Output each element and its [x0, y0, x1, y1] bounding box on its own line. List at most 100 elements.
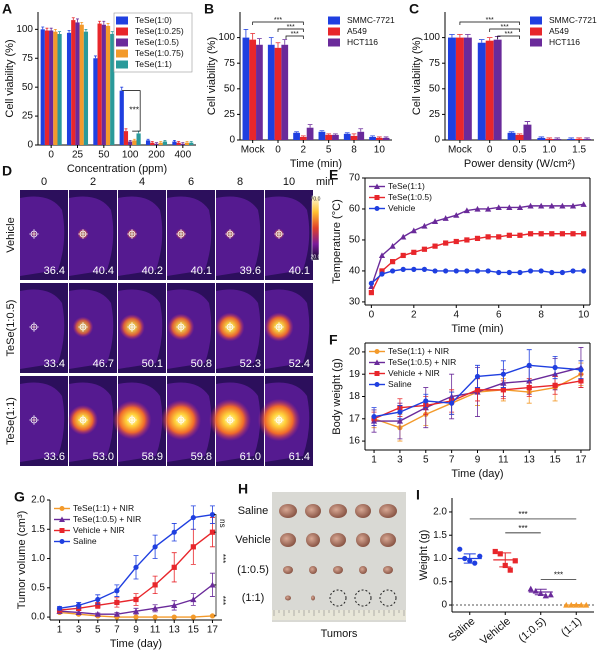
mouse	[118, 196, 163, 276]
marker	[59, 539, 65, 544]
y-tick-label: 100	[423, 32, 440, 43]
row-label: Vehicle	[5, 217, 17, 252]
temp-label: 61.0	[240, 451, 261, 463]
legend-label: Vehicle + NIR	[73, 525, 125, 535]
error-bar	[146, 138, 150, 141]
error-bar	[554, 137, 561, 139]
bracket	[252, 21, 304, 25]
marker	[374, 349, 380, 354]
y-tick-label: 40	[349, 266, 361, 277]
legend-label: A549	[347, 26, 367, 36]
y-tick-label: 0.0	[31, 612, 45, 623]
probe-cross	[176, 322, 186, 332]
marker	[374, 206, 380, 211]
bar	[154, 143, 159, 145]
x-tick-label: 100	[122, 150, 139, 161]
y-axis-label: Cell viability (%)	[206, 37, 218, 115]
y-axis-label: Tumor volume (cm³)	[16, 511, 28, 610]
error-bar	[516, 133, 523, 135]
y-tick-label: 75	[22, 53, 34, 64]
bar	[382, 137, 390, 140]
temp-label: 61.4	[289, 451, 310, 463]
marker	[581, 268, 587, 274]
bar	[97, 23, 102, 146]
x-tick-label: 50	[98, 150, 110, 161]
y-tick-label: 1.0	[31, 553, 45, 564]
marker	[171, 529, 177, 535]
marker	[113, 611, 120, 617]
marker	[431, 218, 439, 224]
error-bar	[58, 31, 62, 34]
bar	[162, 141, 168, 145]
legend-swatch	[328, 16, 340, 25]
probe-cross	[29, 229, 39, 239]
legend-label: Vehicle	[388, 203, 416, 213]
marker	[95, 602, 101, 608]
marker	[374, 359, 380, 365]
error-bar	[243, 29, 249, 38]
annotation: ***	[486, 17, 494, 24]
temp-label: 40.1	[289, 265, 310, 277]
bar	[306, 127, 314, 140]
x-tick-label: 15	[188, 625, 200, 636]
tumor	[356, 533, 370, 547]
time-label: 2	[90, 176, 96, 188]
y-tick-label: 2.0	[433, 507, 447, 518]
probe-cross	[29, 415, 39, 425]
mouse	[216, 196, 261, 276]
marker	[133, 564, 139, 570]
tumor	[285, 595, 291, 601]
marker	[474, 387, 481, 393]
probe-cross	[176, 415, 186, 425]
error-bar	[449, 34, 455, 38]
temp-label: 53.0	[93, 451, 114, 463]
bar	[325, 134, 333, 140]
y-tick-label: 50	[22, 82, 34, 93]
error-bar	[326, 133, 332, 135]
x-tick-label: 6	[496, 310, 502, 321]
panel-label: B	[204, 1, 214, 17]
y-tick-label: 50	[224, 83, 236, 94]
x-tick-label: 9	[475, 455, 481, 466]
x-tick-label: 3	[76, 625, 82, 636]
y-tick-label: 1.5	[31, 524, 45, 535]
bar	[53, 31, 58, 145]
error-bar	[120, 86, 124, 91]
bar	[105, 25, 111, 145]
legend-label: TeSe(1:0.75)	[135, 48, 184, 58]
marker	[506, 232, 512, 238]
marker	[474, 268, 481, 274]
bar	[75, 22, 80, 146]
error-bar	[80, 22, 84, 25]
marker	[527, 585, 534, 592]
mouse	[20, 382, 65, 462]
error-bar	[41, 26, 45, 30]
marker	[152, 605, 159, 611]
bar	[507, 132, 516, 140]
marker	[547, 591, 554, 598]
error-bar	[457, 34, 463, 38]
marker	[421, 266, 428, 272]
marker	[76, 602, 82, 608]
temp-label: 40.2	[142, 265, 163, 277]
x-tick-label: 17	[575, 455, 587, 466]
marker	[552, 364, 558, 371]
legend-label: TeSe(1:0.5)	[135, 37, 179, 47]
marker	[190, 514, 196, 521]
marker	[114, 588, 120, 594]
marker	[389, 268, 396, 274]
marker	[379, 271, 385, 277]
marker	[500, 371, 506, 377]
x-tick-label: 17	[207, 625, 219, 636]
x-axis-label: Time (day)	[110, 638, 162, 650]
marker	[559, 269, 566, 276]
bar	[375, 137, 383, 140]
bar	[158, 142, 163, 145]
error-bar	[93, 55, 97, 59]
marker	[477, 553, 483, 559]
marker	[389, 259, 396, 265]
marker	[457, 546, 463, 552]
error-bar	[102, 20, 106, 25]
marker	[379, 268, 385, 274]
bar	[136, 133, 141, 145]
